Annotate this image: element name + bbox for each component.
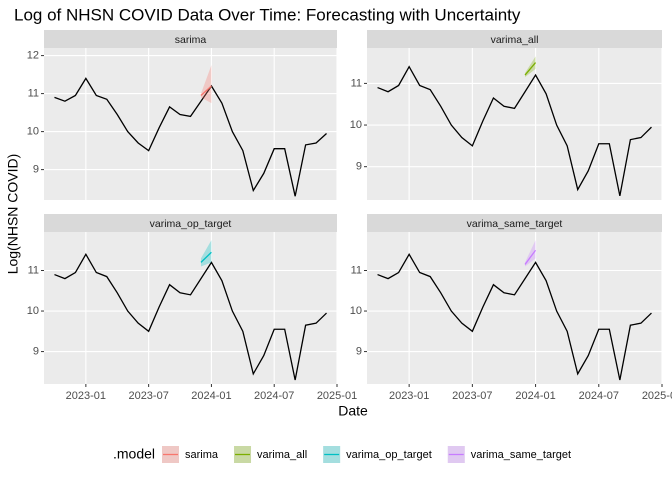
y-tick-label: 10 xyxy=(350,305,362,317)
y-tick-label: 12 xyxy=(27,50,39,62)
y-tick-label: 9 xyxy=(33,345,39,357)
panel-background xyxy=(367,48,662,200)
y-tick-label: 11 xyxy=(28,264,39,276)
panel-background xyxy=(44,48,337,200)
legend-label: varima_same_target xyxy=(471,449,571,461)
strip-background xyxy=(44,214,337,232)
forecast-line xyxy=(200,85,212,96)
forecast-line xyxy=(200,251,212,263)
x-tick-label: 2025-01 xyxy=(317,390,357,402)
strip-background xyxy=(367,214,662,232)
y-tick-label: 11 xyxy=(28,88,39,100)
y-tick-label: 9 xyxy=(33,164,39,176)
strip-background xyxy=(367,30,662,48)
x-tick-label: 2024-07 xyxy=(254,390,294,402)
x-tick-label: 2023-07 xyxy=(452,390,492,402)
strip-background xyxy=(44,30,337,48)
legend-label: varima_all xyxy=(257,449,307,461)
legend-title: .model xyxy=(113,446,155,462)
forecast-line xyxy=(524,249,537,265)
panel-background xyxy=(367,232,662,384)
y-tick-label: 9 xyxy=(356,345,362,357)
y-tick-label: 10 xyxy=(27,305,39,317)
y-tick-label: 9 xyxy=(356,161,362,173)
x-tick-label: 2023-07 xyxy=(128,390,168,402)
y-tick-label: 10 xyxy=(27,126,39,138)
y-tick-label: 10 xyxy=(350,119,362,131)
y-tick-label: 11 xyxy=(351,264,362,276)
x-axis-title: Date xyxy=(338,403,368,419)
strip-label: varima_same_target xyxy=(467,218,563,230)
chart-title: Log of NHSN COVID Data Over Time: Foreca… xyxy=(14,5,521,24)
x-tick-label: 2025-01 xyxy=(642,390,672,402)
observed-line xyxy=(377,65,652,196)
y-axis-title: Log(NHSN COVID) xyxy=(5,154,21,275)
strip-label: varima_op_target xyxy=(150,218,232,230)
legend-label: varima_op_target xyxy=(346,449,432,461)
observed-line xyxy=(54,77,327,197)
x-tick-label: 2023-01 xyxy=(66,390,106,402)
x-tick-label: 2024-01 xyxy=(515,390,555,402)
observed-line xyxy=(377,252,652,381)
observed-line xyxy=(54,252,327,381)
panel-background xyxy=(44,232,337,384)
x-tick-label: 2024-07 xyxy=(579,390,619,402)
x-tick-label: 2023-01 xyxy=(389,390,429,402)
x-tick-label: 2024-01 xyxy=(191,390,231,402)
strip-label: sarima xyxy=(175,34,207,46)
forecast-line xyxy=(524,62,537,76)
legend-label: sarima xyxy=(185,449,219,461)
strip-label: varima_all xyxy=(491,34,539,46)
y-tick-label: 11 xyxy=(351,77,362,89)
